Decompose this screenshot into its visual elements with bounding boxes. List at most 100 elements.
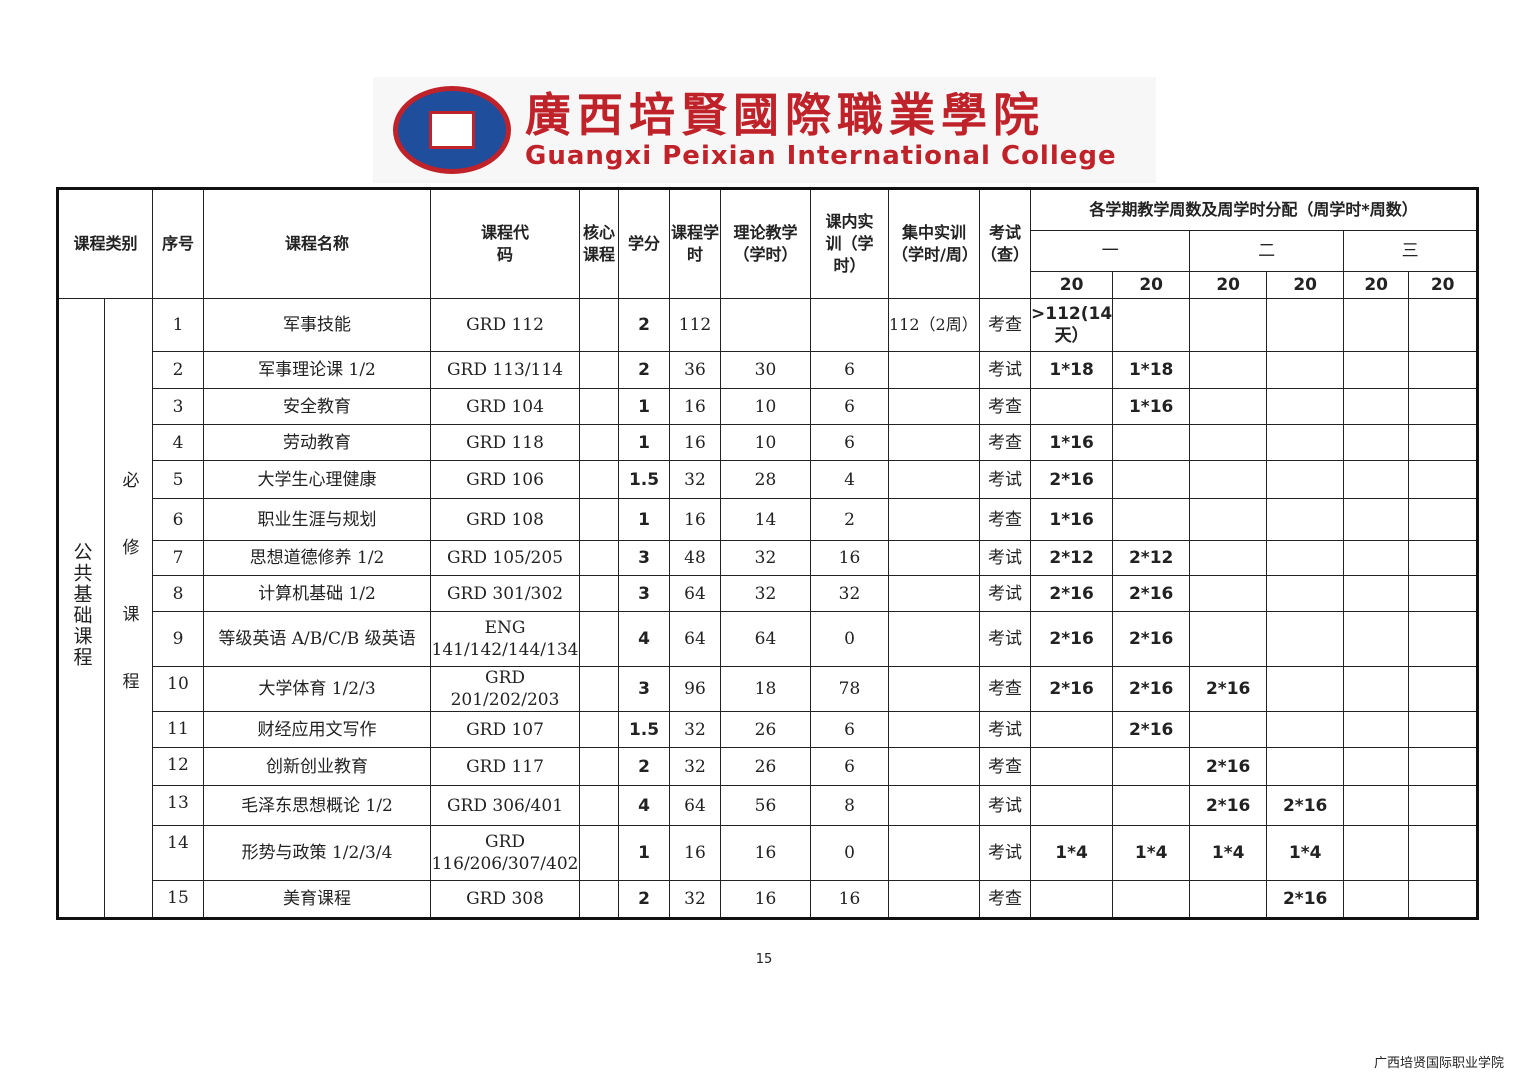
cell-credit: 3	[618, 666, 670, 712]
cell-semester-4	[1266, 351, 1345, 389]
cell-semester-1	[1029, 785, 1114, 826]
category-type: 必修课程	[118, 471, 139, 739]
college-name-en: Guangxi Peixian International College	[525, 141, 1117, 171]
cell-exam: 考查	[979, 747, 1031, 786]
cell-credit: 1.5	[618, 460, 670, 499]
cell-credit: 4	[618, 611, 670, 667]
table-row: 11 财经应用文写作 GRD 107 1.5 32 26 6 考试 2*16	[58, 711, 1479, 748]
cell-semester-3	[1189, 880, 1268, 919]
cell-semester-6	[1408, 880, 1479, 919]
cell-intensive	[888, 351, 980, 389]
cell-hours: 32	[669, 747, 721, 786]
cell-intensive	[888, 666, 980, 712]
cell-core	[579, 298, 619, 352]
cell-semester-5	[1343, 388, 1410, 425]
cell-practice	[810, 298, 889, 352]
table-row: 12 创新创业教育 GRD 117 2 32 26 6 考查 2*16	[58, 747, 1479, 786]
table-row: 13 毛泽东思想概论 1/2 GRD 306/401 4 64 56 8 考试 2*16 2*16	[58, 785, 1479, 826]
cell-semester-2: 1*16	[1112, 388, 1191, 425]
cell-credit: 3	[618, 540, 670, 576]
header-weeks: 20	[1189, 271, 1268, 299]
cell-intensive	[888, 388, 980, 425]
cell-no: 6	[152, 498, 204, 541]
cell-semester-2	[1112, 298, 1191, 352]
cell-exam: 考试	[979, 351, 1031, 389]
cell-name: 等级英语 A/B/C/B 级英语	[203, 611, 431, 667]
cell-code: GRD 201/202/203	[430, 666, 580, 712]
cell-practice: 6	[810, 388, 889, 425]
cell-semester-2: 2*16	[1112, 575, 1191, 612]
cell-semester-6	[1408, 540, 1479, 576]
college-seal-icon	[393, 86, 511, 174]
cell-semester-1: 2*16	[1029, 460, 1114, 499]
cell-semester-6	[1408, 666, 1479, 712]
cell-exam: 考查	[979, 388, 1031, 425]
cell-intensive	[888, 540, 980, 576]
cell-intensive	[888, 611, 980, 667]
cell-code: GRD 118	[430, 424, 580, 461]
cell-hours: 32	[669, 460, 721, 499]
cell-practice: 4	[810, 460, 889, 499]
cell-credit: 2	[618, 880, 670, 919]
cell-semester-1: 1*16	[1029, 498, 1114, 541]
cell-semester-6	[1408, 351, 1479, 389]
college-logo-banner: 廣西培賢國際職業學院 Guangxi Peixian International…	[373, 77, 1156, 183]
cell-theory: 16	[720, 880, 811, 919]
cell-name: 职业生涯与规划	[203, 498, 431, 541]
cell-code: GRD 105/205	[430, 540, 580, 576]
cell-semester-3	[1189, 388, 1268, 425]
table-row: 6 职业生涯与规划 GRD 108 1 16 14 2 考查 1*16	[58, 498, 1479, 541]
table-row: 15 美育课程 GRD 308 2 32 16 16 考查 2*16	[58, 880, 1479, 919]
cell-hours: 64	[669, 575, 721, 612]
cell-theory: 14	[720, 498, 811, 541]
cell-semester-1: 2*16	[1029, 611, 1114, 667]
cell-core	[579, 711, 619, 748]
cell-semester-5	[1343, 785, 1410, 826]
cell-no: 2	[152, 351, 204, 389]
cell-code: GRD 306/401	[430, 785, 580, 826]
cell-core	[579, 540, 619, 576]
table-row: 4 劳动教育 GRD 118 1 16 10 6 考查 1*16	[58, 424, 1479, 461]
cell-semester-3	[1189, 611, 1268, 667]
cell-exam: 考试	[979, 825, 1031, 881]
header-no: 序号	[152, 188, 204, 299]
footer-college-name: 广西培贤国际职业学院	[1373, 1056, 1504, 1071]
cell-theory: 26	[720, 747, 811, 786]
cell-semester-3	[1189, 498, 1268, 541]
header-name: 课程名称	[203, 188, 431, 299]
cell-semester-5	[1343, 666, 1410, 712]
cell-semester-6	[1408, 388, 1479, 425]
cell-name: 形势与政策 1/2/3/4	[203, 825, 431, 881]
header-code: 课程代码	[430, 188, 580, 299]
cell-no: 5	[152, 460, 204, 499]
cell-intensive: 112（2周）	[888, 298, 980, 352]
cell-code: GRD 113/114	[430, 351, 580, 389]
cell-semester-5	[1343, 460, 1410, 499]
cell-practice: 8	[810, 785, 889, 826]
cell-hours: 16	[669, 424, 721, 461]
cell-core	[579, 460, 619, 499]
college-name-cn: 廣西培賢國際職業學院	[525, 88, 1045, 142]
cell-hours: 112	[669, 298, 721, 352]
cell-semester-6	[1408, 498, 1479, 541]
cell-semester-1: 1*18	[1029, 351, 1114, 389]
cell-no: 10	[152, 666, 204, 712]
cell-theory: 18	[720, 666, 811, 712]
header-exam: 考试（查）	[979, 188, 1031, 299]
cell-semester-2	[1112, 747, 1191, 786]
header-year-1: 一	[1029, 230, 1191, 272]
cell-exam: 考试	[979, 785, 1031, 826]
cell-no: 14	[152, 825, 204, 881]
table-row: 8 计算机基础 1/2 GRD 301/302 3 64 32 32 考试 2*16 2*16	[58, 575, 1479, 612]
cell-semester-6	[1408, 825, 1479, 881]
cell-name: 大学体育 1/2/3	[203, 666, 431, 712]
cell-semester-4	[1266, 460, 1345, 499]
cell-semester-3	[1189, 424, 1268, 461]
category-group-cell: 公共基础课程	[57, 298, 105, 919]
cell-name: 安全教育	[203, 388, 431, 425]
cell-semester-2: 2*16	[1112, 611, 1191, 667]
table-row: 5 大学生心理健康 GRD 106 1.5 32 28 4 考试 2*16	[58, 460, 1479, 499]
table-row: 14 形势与政策 1/2/3/4 GRD 116/206/307/402 1 16 16 0…	[58, 825, 1479, 881]
table-row: 9 等级英语 A/B/C/B 级英语 ENG 141/142/144/134 4 64 6…	[58, 611, 1479, 667]
header-weeks: 20	[1408, 271, 1479, 299]
